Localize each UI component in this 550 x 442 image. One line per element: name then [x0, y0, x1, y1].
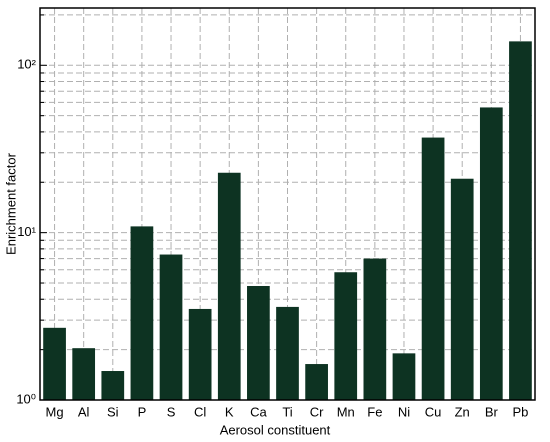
y-axis-label: Enrichment factor	[3, 152, 18, 255]
bar	[509, 41, 532, 400]
x-tick-label: Ti	[282, 404, 292, 419]
bar	[363, 258, 387, 400]
bar	[276, 306, 299, 400]
bar	[479, 107, 503, 401]
bar	[305, 364, 328, 400]
bar	[188, 308, 212, 400]
bar	[334, 272, 358, 400]
x-tick-label: Cl	[194, 404, 206, 419]
bar	[392, 353, 416, 400]
bar	[101, 371, 125, 400]
x-tick-label: Si	[107, 404, 119, 419]
bar	[450, 178, 474, 400]
y-tick-label: 10⁰	[16, 391, 36, 406]
x-tick-label: Ni	[398, 404, 410, 419]
x-tick-label: Cu	[425, 404, 442, 419]
x-tick-label: Mg	[46, 404, 64, 419]
y-tick-label: 10¹	[17, 224, 36, 239]
x-tick-label: Mn	[337, 404, 355, 419]
x-tick-label: P	[138, 404, 147, 419]
x-tick-label: Pb	[512, 404, 528, 419]
x-tick-label: S	[167, 404, 176, 419]
x-tick-label: K	[225, 404, 234, 419]
x-tick-label: Ca	[250, 404, 267, 419]
bar	[421, 137, 445, 401]
plot-frame	[39, 7, 536, 401]
bar	[43, 327, 66, 400]
x-tick-label: Fe	[367, 404, 382, 419]
x-tick-label: Al	[78, 404, 90, 419]
y-tick-label: 10²	[17, 57, 36, 72]
bar	[217, 172, 241, 400]
x-tick-label: Cr	[310, 404, 324, 419]
bar	[159, 254, 183, 400]
x-tick-label: Br	[485, 404, 499, 419]
x-axis-label: Aerosol constituent	[220, 422, 331, 437]
x-tick-label: Zn	[455, 404, 470, 419]
bar	[247, 285, 270, 400]
bar	[72, 348, 96, 400]
bar	[130, 226, 154, 400]
